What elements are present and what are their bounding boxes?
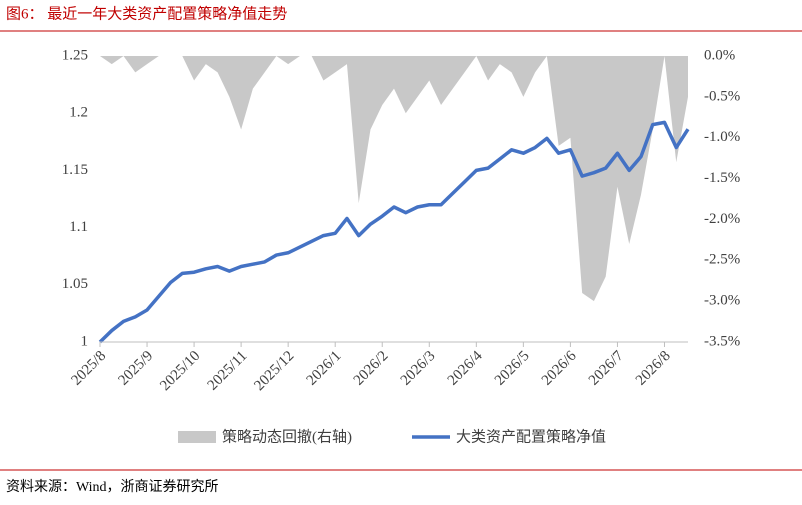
x-tick-label: 2025/8	[68, 348, 109, 389]
y-tick-label: 1.2	[69, 105, 88, 121]
y-tick-label: 1.25	[62, 47, 88, 63]
x-tick-label: 2026/8	[633, 348, 674, 389]
chart-title: 图6： 最近一年大类资产配置策略净值走势	[6, 5, 287, 22]
y2-tick-label: -3.5%	[704, 333, 740, 349]
x-tick-label: 2026/7	[586, 348, 627, 389]
y-tick-label: 1.15	[62, 162, 88, 178]
x-tick-label: 2025/12	[251, 348, 297, 394]
y-tick-label: 1.05	[62, 276, 88, 292]
y2-tick-label: -3.0%	[704, 293, 740, 309]
x-tick-label: 2025/9	[116, 348, 157, 389]
x-tick-label: 2026/6	[539, 348, 580, 389]
y2-tick-label: -2.5%	[704, 252, 740, 268]
x-tick-label: 2026/2	[351, 348, 392, 389]
drawdown-area	[100, 56, 688, 302]
x-tick-label: 2026/4	[445, 348, 486, 389]
y-tick-label: 1.1	[69, 219, 88, 235]
y2-tick-label: -2.0%	[704, 211, 740, 227]
y2-tick-label: 0.0%	[704, 47, 735, 63]
y2-tick-label: -1.5%	[704, 170, 740, 186]
legend-label: 大类资产配置策略净值	[456, 428, 606, 445]
legend-label: 策略动态回撤(右轴)	[222, 428, 352, 445]
nav-line	[98, 120, 690, 344]
source-note: 资料来源：Wind，浙商证券研究所	[6, 479, 219, 495]
x-tick-label: 2026/3	[398, 348, 439, 389]
x-tick-label: 2025/10	[157, 348, 203, 394]
x-tick-label: 2025/11	[205, 348, 251, 394]
x-tick-label: 2026/5	[492, 348, 533, 389]
legend-swatch	[178, 431, 216, 443]
x-tick-label: 2026/1	[304, 348, 345, 389]
y-tick-label: 1	[81, 333, 89, 349]
y2-tick-label: -1.0%	[704, 129, 740, 145]
y2-tick-label: -0.5%	[704, 88, 740, 104]
